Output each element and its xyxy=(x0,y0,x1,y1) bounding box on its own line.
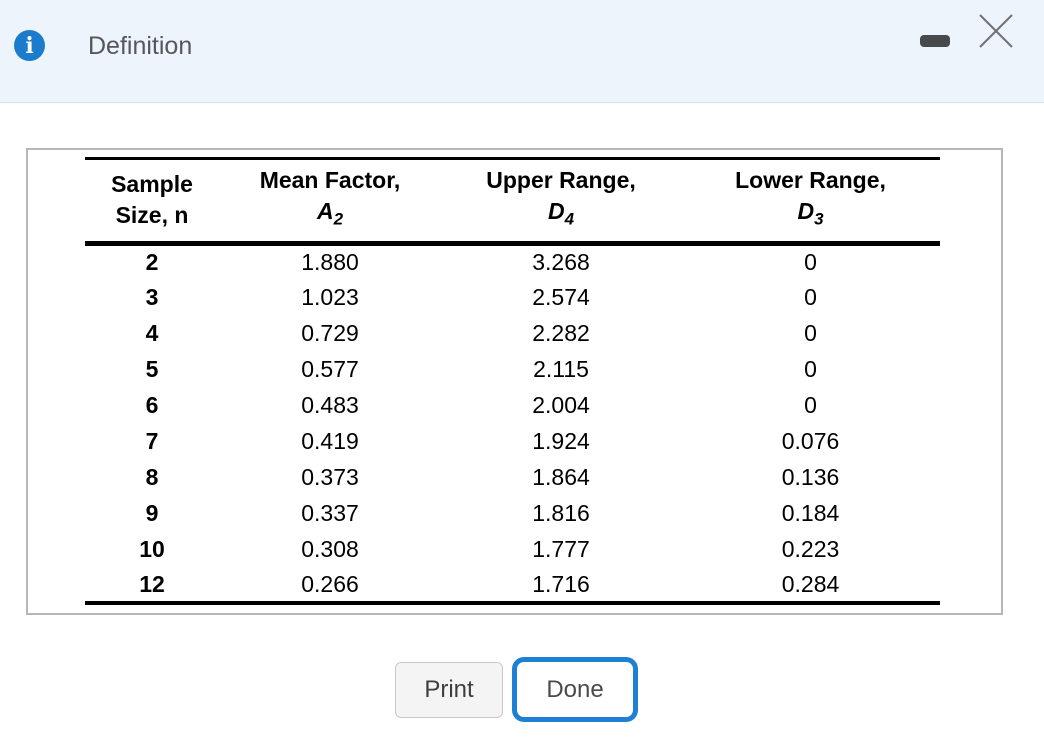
cell-d3: 0 xyxy=(804,283,817,310)
cell-n: 12 xyxy=(139,570,165,597)
cell-d4: 2.282 xyxy=(532,319,590,346)
cell-d3: 0 xyxy=(804,319,817,346)
cell-d3: 0.284 xyxy=(781,570,840,597)
col-header-sample-size: Sample Size, n xyxy=(85,158,219,246)
col-header-symbol: D4 xyxy=(547,198,575,229)
cell-d4: 1.864 xyxy=(532,463,590,490)
cell-d3: 0.223 xyxy=(781,535,840,562)
close-icon xyxy=(979,14,1013,48)
dialog-titlebar: i Definition xyxy=(0,0,1044,103)
table-row: 4 0.729 2.282 0 xyxy=(85,315,940,351)
cell-d4: 1.924 xyxy=(532,427,590,454)
col-header-line1: Mean Factor, xyxy=(259,167,401,193)
close-button[interactable] xyxy=(976,11,1016,51)
table-row: 10 0.308 1.777 0.223 xyxy=(85,531,940,567)
cell-d4: 2.574 xyxy=(532,283,590,310)
cell-d4: 2.004 xyxy=(532,391,590,418)
cell-n: 9 xyxy=(145,499,159,526)
col-header-line1: Lower Range, xyxy=(735,167,886,193)
col-header-line1: Upper Range, xyxy=(486,167,636,193)
table-row: 12 0.266 1.716 0.284 xyxy=(85,567,940,603)
cell-n: 2 xyxy=(145,248,159,275)
cell-d4: 1.716 xyxy=(532,570,590,597)
cell-a2: 0.266 xyxy=(301,570,359,597)
col-header-symbol: A2 xyxy=(316,198,344,229)
col-header-line2: Size, n xyxy=(115,201,189,228)
table-row: 3 1.023 2.574 0 xyxy=(85,279,940,315)
col-header-lower-range: Lower Range, D3 xyxy=(681,158,940,246)
col-header-mean-factor: Mean Factor, A2 xyxy=(219,158,441,246)
table-row: 6 0.483 2.004 0 xyxy=(85,387,940,423)
col-header-upper-range: Upper Range, D4 xyxy=(441,158,681,246)
done-button[interactable]: Done xyxy=(512,657,638,722)
cell-d3: 0.136 xyxy=(781,463,840,490)
cell-a2: 0.308 xyxy=(301,535,359,562)
dialog-title: Definition xyxy=(88,32,193,60)
table-row: 7 0.419 1.924 0.076 xyxy=(85,423,940,459)
table-row: 2 1.880 3.268 0 xyxy=(85,243,940,279)
cell-d3: 0 xyxy=(804,355,817,382)
cell-n: 4 xyxy=(145,319,159,346)
cell-a2: 1.023 xyxy=(301,283,359,310)
col-header-line1: Sample xyxy=(111,170,193,197)
cell-a2: 0.373 xyxy=(301,463,359,490)
table-panel: Sample Size, n Mean Factor, A2 Upper Ran… xyxy=(26,148,1003,615)
cell-a2: 1.880 xyxy=(301,248,359,275)
col-header-symbol: D3 xyxy=(797,198,824,229)
control-chart-factors-table: Sample Size, n Mean Factor, A2 Upper Ran… xyxy=(85,157,940,606)
table-row: 5 0.577 2.115 0 xyxy=(85,351,940,387)
cell-d4: 1.816 xyxy=(532,499,590,526)
minimize-button[interactable] xyxy=(920,35,950,47)
cell-n: 3 xyxy=(145,283,159,310)
cell-d3: 0.076 xyxy=(781,427,840,454)
print-button[interactable]: Print xyxy=(395,662,503,718)
cell-d3: 0 xyxy=(804,391,817,418)
cell-d3: 0.184 xyxy=(781,499,840,526)
table-body: 2 1.880 3.268 0 3 1.023 2.574 0 4 0.729 2.282 0 5 0.5… xyxy=(85,243,940,603)
cell-d4: 1.777 xyxy=(532,535,590,562)
cell-n: 8 xyxy=(145,463,159,490)
cell-d3: 0 xyxy=(804,248,817,275)
cell-n: 7 xyxy=(145,427,159,454)
cell-d4: 2.115 xyxy=(533,355,589,382)
cell-a2: 0.729 xyxy=(301,319,359,346)
cell-a2: 0.337 xyxy=(301,499,359,526)
info-icon: i xyxy=(14,30,45,61)
cell-d4: 3.268 xyxy=(532,248,590,275)
cell-n: 10 xyxy=(139,535,165,562)
header-row: Sample Size, n Mean Factor, A2 Upper Ran… xyxy=(85,158,940,246)
table-row: 8 0.373 1.864 0.136 xyxy=(85,459,940,495)
cell-n: 5 xyxy=(145,355,159,382)
cell-a2: 0.419 xyxy=(301,427,359,454)
cell-a2: 0.577 xyxy=(301,355,359,382)
cell-n: 6 xyxy=(145,391,159,418)
cell-a2: 0.483 xyxy=(301,391,359,418)
table-row: 9 0.337 1.816 0.184 xyxy=(85,495,940,531)
